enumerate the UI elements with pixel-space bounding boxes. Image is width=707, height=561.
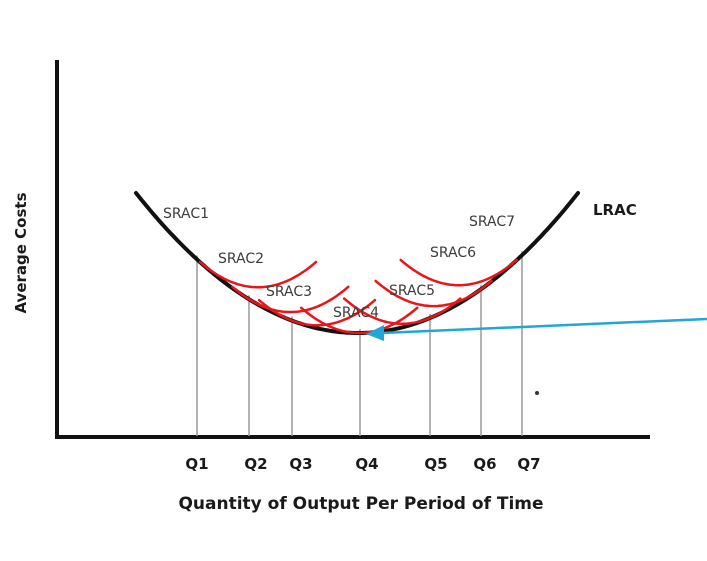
srac-label-7: SRAC7 [469,214,515,230]
srac-label-5: SRAC5 [389,283,435,299]
srac-curves [198,258,518,335]
srac-curve-2 [231,285,350,314]
pointer-arrow-shaft [381,317,707,335]
quantity-labels: Q1 Q2 Q3 Q4 Q5 Q6 Q7 [185,455,540,473]
srac-label-2: SRAC2 [218,251,264,267]
srac-curve-3 [257,298,377,327]
y-axis-title: Average Costs [12,192,30,313]
pointer-arrow-head [366,325,384,341]
q-label-4: Q4 [355,455,378,473]
srac-curve-1 [198,260,318,289]
q-label-1: Q1 [185,455,208,473]
x-axis-title: Quantity of Output Per Period of Time [178,494,543,514]
srac-label-1: SRAC1 [163,206,209,222]
lrac-label: LRAC [593,201,637,219]
srac-label-3: SRAC3 [266,284,312,300]
q-label-2: Q2 [244,455,267,473]
q-label-6: Q6 [473,455,496,473]
srac-label-4: SRAC4 [333,305,379,321]
q-label-3: Q3 [289,455,312,473]
q-label-7: Q7 [517,455,540,473]
srac-curve-5 [342,297,462,326]
q-label-5: Q5 [424,455,447,473]
srac-curve-4 [299,306,419,335]
stray-dot [535,391,539,395]
srac-curve-7 [399,258,518,287]
srac-curve-6 [374,279,493,308]
quantity-droplines [196,251,523,436]
srac-label-6: SRAC6 [430,245,476,261]
srac-labels: SRAC1 SRAC2 SRAC3 SRAC4 SRAC5 SRAC6 SRAC… [163,206,515,321]
